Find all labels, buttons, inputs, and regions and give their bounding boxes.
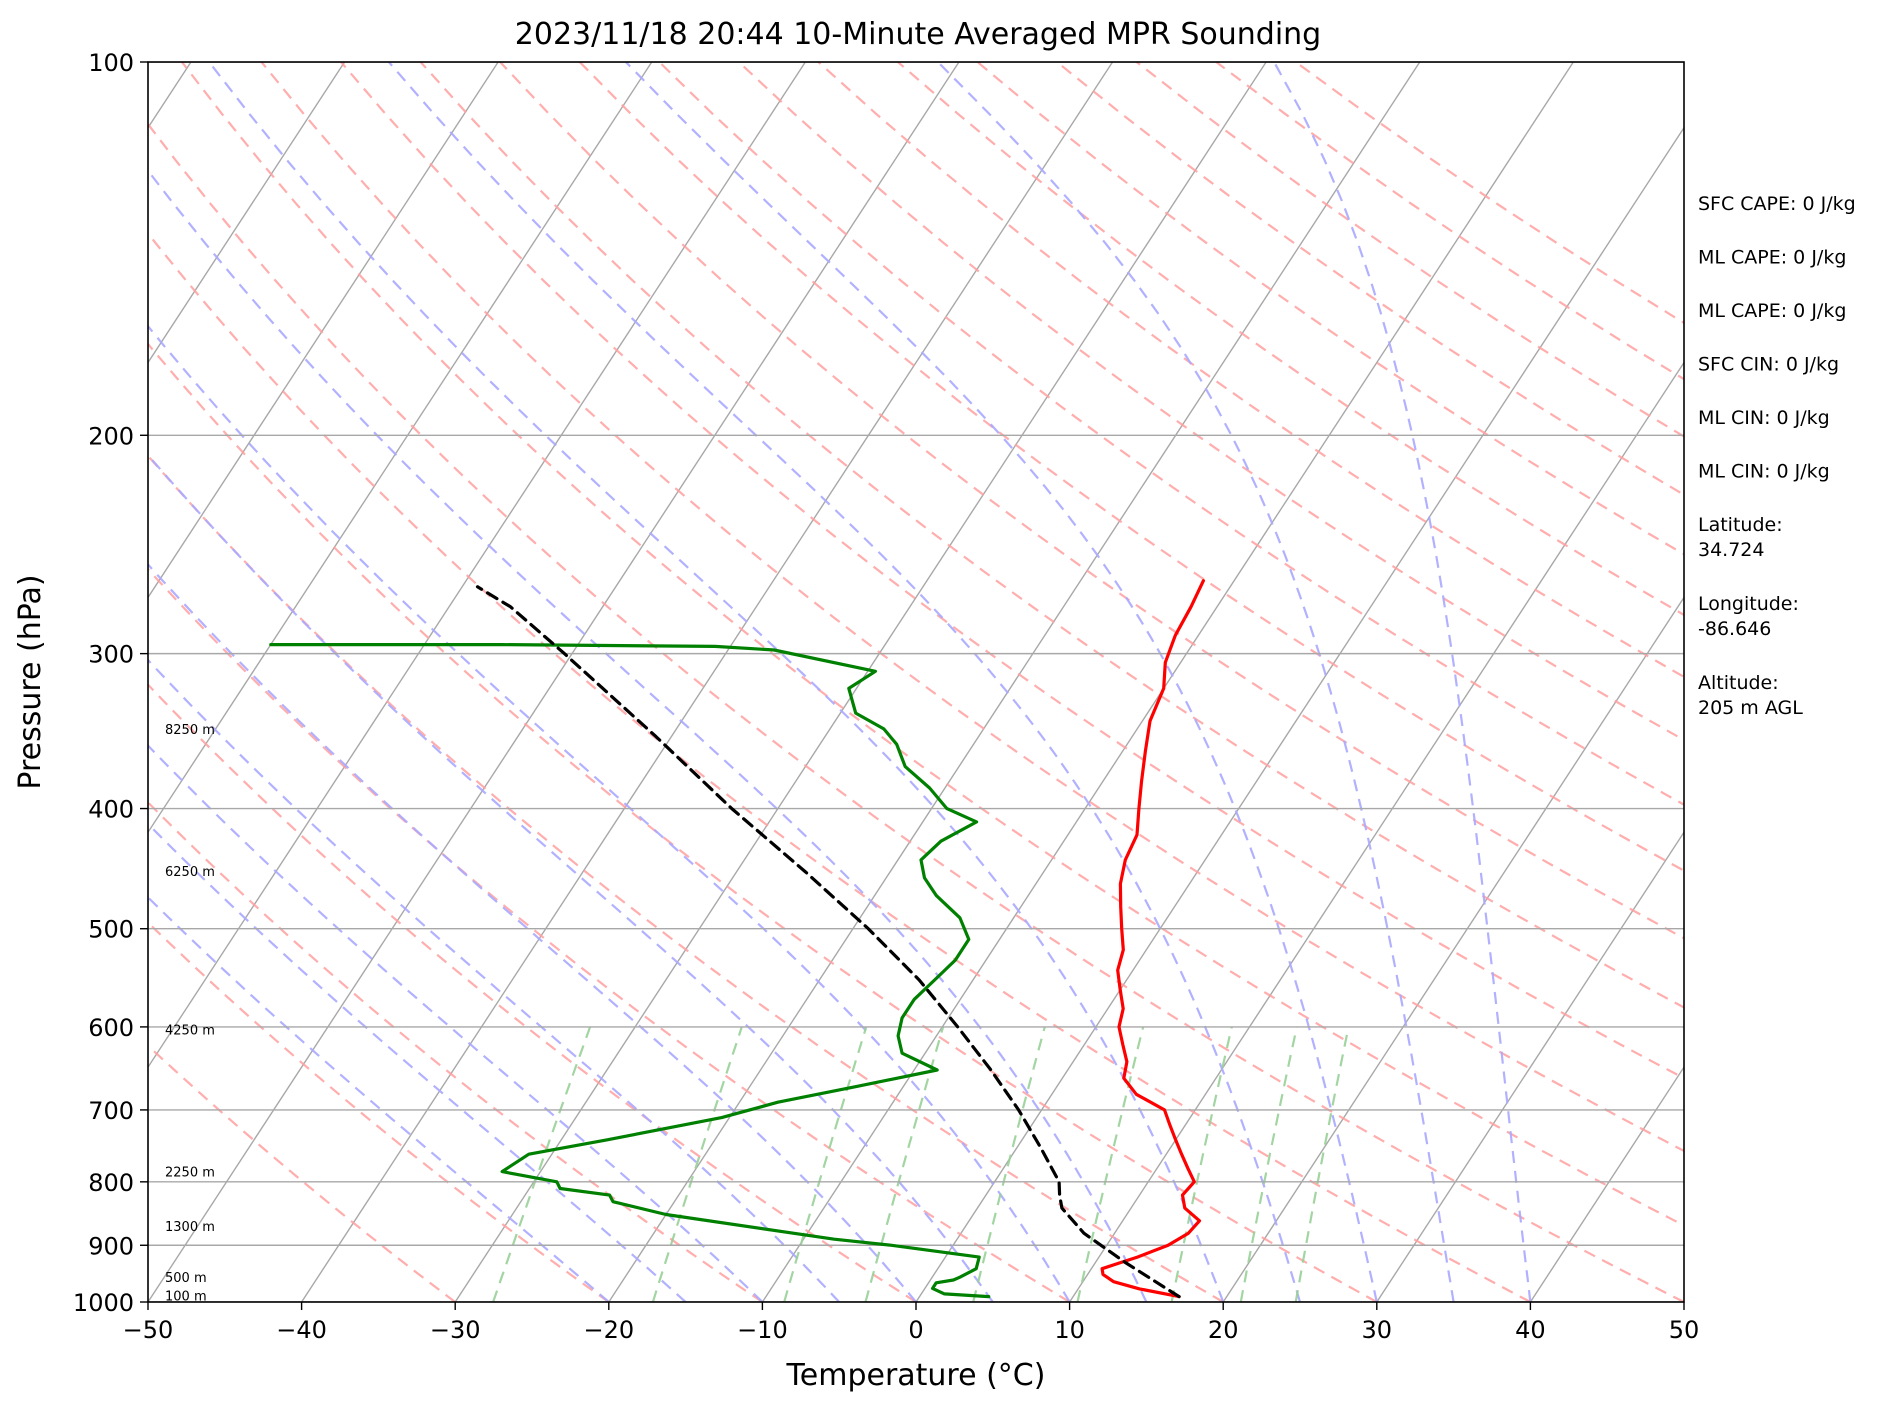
dry-adiabat [658, 62, 1684, 806]
x-tick-label: −40 [276, 1316, 327, 1344]
x-tick-label: 40 [1515, 1316, 1546, 1344]
info-line: -86.646 [1698, 618, 1771, 640]
y-tick-label: 200 [88, 422, 134, 450]
dry-adiabat [181, 62, 1684, 1227]
height-labels: 100 m 500 m 1300 m 2250 m 4250 m 6250 m 8250 m [165, 723, 215, 1305]
dry-adiabat [148, 122, 1684, 1302]
moist-adiabat [148, 324, 1071, 1302]
info-line: ML CIN: 0 J/kg [1698, 461, 1830, 483]
isotherm-line [148, 62, 960, 1302]
x-tick-label: −10 [737, 1316, 788, 1344]
dry-adiabat [578, 62, 1684, 872]
isotherm-line [761, 62, 1574, 1302]
y-tick-label: 500 [88, 916, 134, 944]
moist-adiabat [1273, 62, 1532, 1302]
x-tick-label: −50 [123, 1316, 174, 1344]
dry-adiabat [148, 567, 1071, 1302]
isotherm-line [915, 126, 1684, 1302]
info-line: Longitude: [1698, 593, 1799, 615]
dry-adiabat [260, 62, 1684, 1153]
height-label: 8250 m [165, 723, 215, 738]
info-line: SFC CAPE: 0 J/kg [1698, 193, 1856, 215]
info-line: 34.724 [1698, 539, 1764, 561]
height-label: 4250 m [165, 1024, 215, 1039]
moist-adiabat [937, 62, 1455, 1302]
x-tick-label: 10 [1054, 1316, 1085, 1344]
x-tick-label: 50 [1669, 1316, 1700, 1344]
y-tick-label: 900 [88, 1232, 134, 1260]
height-label: 100 m [165, 1289, 207, 1304]
info-line: ML CIN: 0 J/kg [1698, 407, 1830, 429]
y-axis: 100 200 300 400 500 600 700 800 900 1000 [73, 49, 148, 1317]
y-tick-label: 400 [88, 796, 134, 824]
info-line: 205 m AGL [1698, 697, 1803, 719]
isotherm-line [1376, 830, 1684, 1302]
info-line: Altitude: [1698, 672, 1779, 694]
moist-adiabat [148, 453, 994, 1302]
isotherm-line [148, 62, 499, 599]
moist-adiabat [148, 658, 840, 1302]
x-tick-label: 0 [908, 1316, 923, 1344]
isotherm-line [148, 62, 346, 364]
dry-adiabat [738, 62, 1684, 742]
info-line: Latitude: [1698, 514, 1783, 536]
height-label: 1300 m [165, 1220, 215, 1235]
isotherm-line [1222, 596, 1684, 1302]
chart-title: 2023/11/18 20:44 10-Minute Averaged MPR … [515, 17, 1321, 52]
info-line: SFC CIN: 0 J/kg [1698, 354, 1839, 376]
x-axis: −50 −40 −30 −20 −10 0 10 20 30 40 50 [123, 1302, 1700, 1344]
height-label: 2250 m [165, 1166, 215, 1181]
dry-adiabat [148, 454, 1224, 1302]
info-line: ML CAPE: 0 J/kg [1698, 247, 1846, 269]
x-tick-label: 30 [1362, 1316, 1393, 1344]
isotherm-line [148, 62, 806, 1069]
y-tick-label: 600 [88, 1014, 134, 1042]
dry-adiabat [897, 62, 1684, 617]
y-tick-label: 300 [88, 641, 134, 669]
isotherm-line [301, 62, 1114, 1302]
y-tick-label: 700 [88, 1097, 134, 1125]
sounding-info: SFC CAPE: 0 J/kg ML CAPE: 0 J/kg ML CAPE: … [1698, 193, 1856, 719]
moist-adiabat [148, 562, 917, 1302]
dry-adiabat [148, 1044, 456, 1302]
isotherm-line [148, 62, 653, 834]
y-tick-label: 100 [88, 49, 134, 77]
dewpoint-profile-line [269, 643, 991, 1299]
dry-adiabat [340, 62, 1684, 1080]
moist-adiabat [387, 62, 1302, 1302]
height-label: 500 m [165, 1271, 207, 1286]
temperature-profile-line [1100, 579, 1205, 1299]
y-tick-label: 1000 [73, 1289, 134, 1317]
x-tick-label: −30 [430, 1316, 481, 1344]
plot-area [147, 61, 1685, 1303]
dry-adiabat [148, 921, 610, 1302]
info-line: ML CAPE: 0 J/kg [1698, 300, 1846, 322]
moist-adiabat [148, 168, 1148, 1302]
y-axis-label: Pressure (hPa) [13, 574, 48, 789]
isotherm-line [1069, 361, 1684, 1302]
isotherm-line [608, 62, 1421, 1302]
moist-adiabat [625, 62, 1378, 1302]
isotherm-line [1529, 1065, 1684, 1302]
dry-adiabat [148, 231, 1531, 1302]
x-tick-label: 20 [1208, 1316, 1239, 1344]
parcel-profile-line [475, 585, 1181, 1299]
x-axis-label: Temperature (°C) [786, 1358, 1046, 1393]
x-tick-label: −20 [583, 1316, 634, 1344]
height-label: 6250 m [165, 865, 215, 880]
y-tick-label: 800 [88, 1169, 134, 1197]
